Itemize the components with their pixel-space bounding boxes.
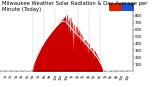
Text: Milwaukee Weather Solar Radiation & Day Average per Minute (Today): Milwaukee Weather Solar Radiation & Day … — [2, 1, 147, 12]
